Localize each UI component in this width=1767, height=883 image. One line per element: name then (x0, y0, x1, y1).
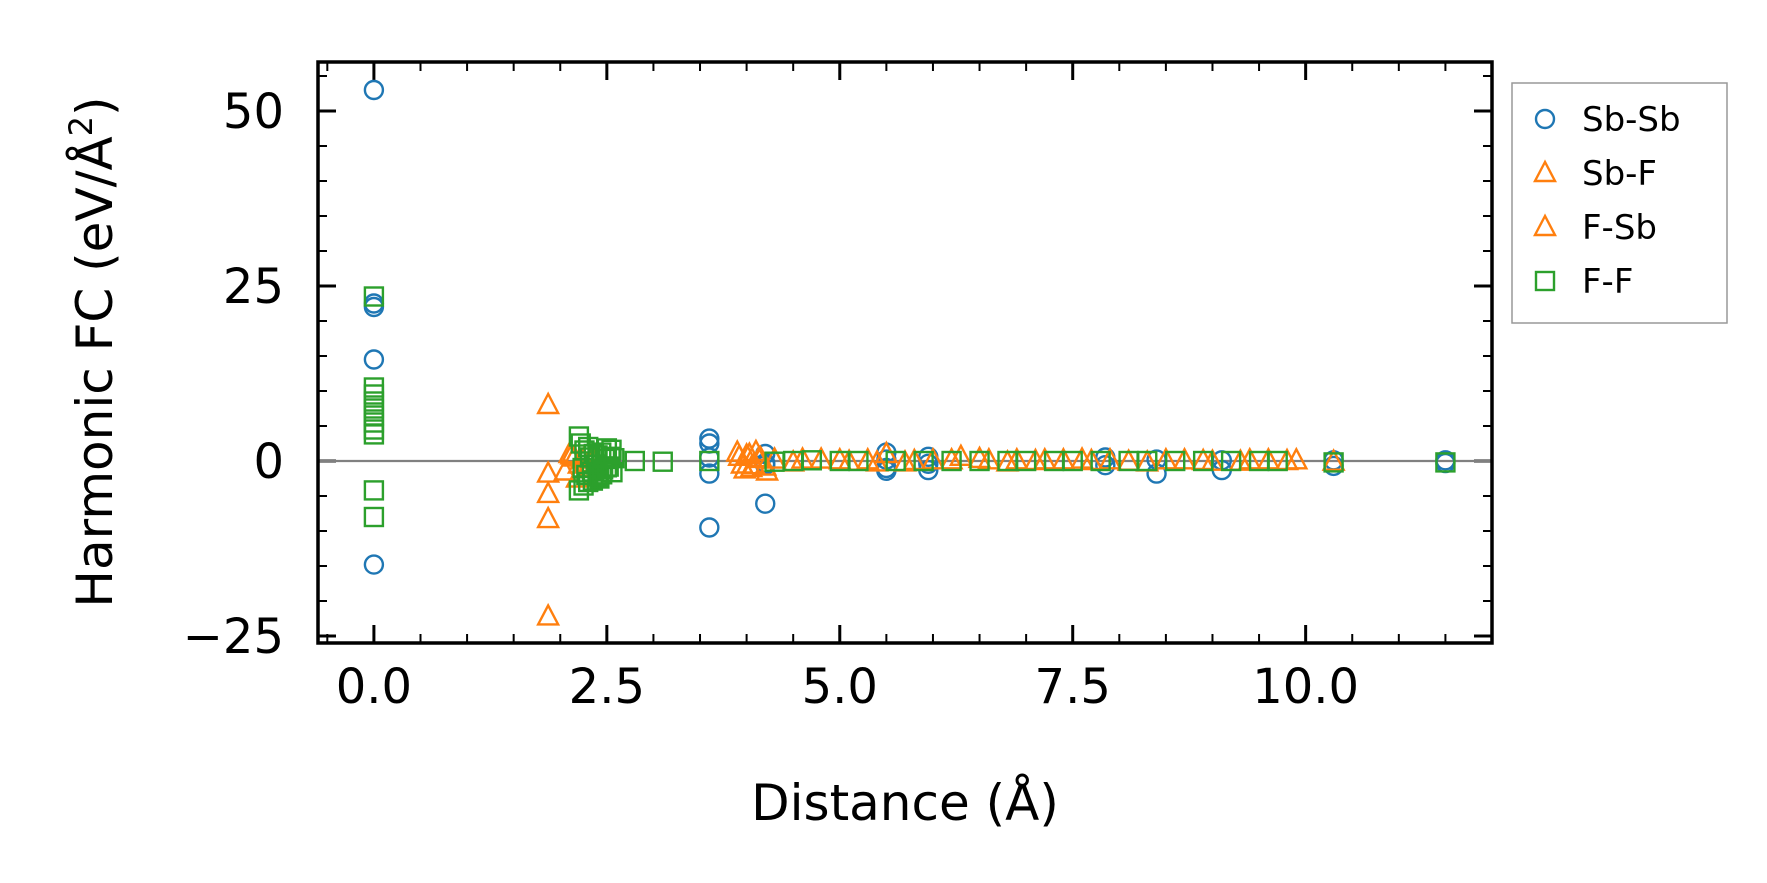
data-point (939, 446, 964, 470)
y-axis-label-superscript: 2 (62, 116, 100, 136)
y-tick-label: −25 (183, 609, 284, 665)
data-point (363, 554, 385, 575)
data-point (652, 451, 673, 472)
data-point (363, 506, 385, 528)
data-point (755, 493, 776, 514)
data-point (865, 448, 890, 472)
y-axis-label: Harmonic FC (eV/Å2) (62, 96, 124, 607)
x-tick-label: 7.5 (1035, 659, 1111, 715)
data-point (1220, 450, 1242, 472)
data-point (536, 391, 561, 415)
plot-background (318, 62, 1492, 643)
y-tick-label: 50 (223, 84, 284, 140)
legend: Sb-Sb Sb-F F-Sb F-F (1511, 82, 1728, 324)
data-point (1165, 450, 1186, 472)
x-tick-label: 5.0 (802, 659, 878, 715)
data-point (1267, 450, 1288, 472)
legend-marker (1533, 213, 1557, 237)
data-point (1137, 450, 1158, 472)
data-point (827, 446, 852, 470)
series-f-f (363, 286, 1456, 528)
y-axis-label-main: Harmonic FC (eV/Å (66, 136, 124, 607)
data-point (699, 517, 720, 538)
data-point (1192, 450, 1214, 472)
data-point (601, 439, 622, 460)
data-point (591, 464, 613, 485)
data-point (602, 462, 623, 483)
x-tick-label: 10.0 (1252, 659, 1359, 715)
series-layer (363, 79, 1456, 626)
data-point (1062, 450, 1083, 472)
data-point (913, 450, 934, 472)
legend-marker (1534, 270, 1556, 292)
data-point (536, 480, 561, 504)
data-point (918, 453, 939, 474)
legend-marker (1533, 159, 1557, 183)
data-point (1321, 448, 1346, 471)
x-tick-label: 0.0 (336, 659, 412, 715)
data-point (1090, 450, 1111, 472)
legend-items: Sb-Sb Sb-F F-Sb F-F (1533, 100, 1681, 302)
data-point (363, 79, 385, 101)
data-point (363, 424, 385, 445)
data-point (363, 480, 385, 501)
data-point (552, 457, 577, 481)
data-point (536, 505, 561, 529)
tick-labels: 0.0 2.5 5.0 7.5 10.0 −25 0 25 50 (183, 84, 1359, 715)
legend-label: F-F (1582, 262, 1633, 302)
data-point (1015, 450, 1037, 472)
data-point (363, 349, 385, 370)
legend-label: F-Sb (1582, 208, 1657, 248)
data-point (363, 296, 385, 318)
data-point (762, 446, 787, 469)
data-point (967, 445, 992, 469)
y-axis-label-close: ) (66, 96, 124, 116)
x-tick-label: 2.5 (569, 659, 645, 715)
data-point (885, 450, 906, 472)
data-point (801, 450, 823, 471)
data-point (699, 450, 720, 472)
legend-label: Sb-F (1582, 154, 1657, 194)
y-tick-label: 0 (253, 434, 284, 490)
legend-marker (1534, 108, 1556, 130)
data-point (1435, 452, 1456, 473)
x-axis-label: Distance (Å) (751, 774, 1059, 832)
data-point (1284, 446, 1309, 470)
legend-label: Sb-Sb (1582, 100, 1681, 140)
y-tick-label: 25 (223, 259, 284, 315)
data-point (363, 286, 385, 307)
data-point (969, 450, 990, 472)
data-point (624, 450, 645, 472)
plot-frame (316, 60, 1494, 645)
legend-box (1511, 82, 1728, 324)
data-point (699, 463, 720, 484)
data-point (536, 602, 561, 626)
data-point (941, 450, 962, 472)
data-point (1323, 452, 1344, 473)
data-point (848, 450, 869, 472)
data-point (746, 445, 771, 469)
